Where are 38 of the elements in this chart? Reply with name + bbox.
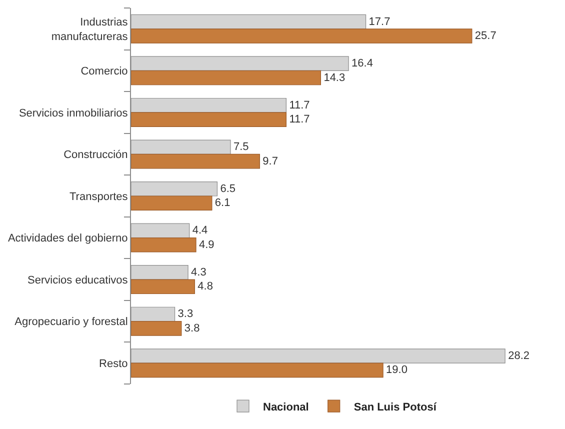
bar	[131, 154, 260, 169]
y-tick-label: Comercio	[80, 66, 128, 78]
data-label: 6.5	[220, 182, 236, 195]
legend-label: San Luis Potosí	[354, 401, 438, 414]
bar	[131, 112, 286, 127]
data-label: 11.7	[289, 99, 310, 112]
data-label: 28.2	[508, 350, 530, 362]
data-label: 3.3	[178, 308, 194, 320]
data-label: 6.1	[214, 197, 230, 210]
bar	[131, 237, 196, 252]
y-tick-label: Actividades del gobierno	[8, 232, 128, 245]
data-label: 11.7	[289, 114, 310, 126]
data-label: 3.8	[184, 322, 200, 334]
y-tick-label: Industrias manufactureras	[51, 16, 128, 43]
y-tick-label: Servicios educativos	[28, 274, 128, 286]
y-tick-label: Resto	[99, 358, 128, 370]
bar	[131, 279, 195, 294]
data-label: 17.7	[368, 16, 390, 28]
y-tick-label: Agropecuario y forestal	[14, 316, 128, 328]
bar	[131, 196, 212, 210]
y-tick-label: Servicios inmobiliarios	[18, 107, 128, 120]
y-tick-label: Construcción	[64, 149, 128, 162]
data-label: 14.3	[324, 72, 346, 84]
data-label: 4.9	[199, 238, 214, 251]
data-label: 7.5	[233, 141, 249, 154]
data-label: 4.8	[198, 280, 213, 293]
y-tick-label: Transportes	[70, 190, 128, 203]
data-label: 4.4	[192, 224, 208, 237]
bar	[131, 28, 472, 44]
data-label: 9.7	[262, 155, 278, 168]
data-label: 25.7	[474, 30, 496, 42]
bar	[131, 70, 321, 86]
data-label: 4.3	[191, 266, 206, 278]
bar	[131, 362, 384, 378]
legend-label: Nacional	[263, 401, 309, 414]
data-label: 19.0	[386, 364, 408, 376]
data-label: 16.4	[352, 58, 373, 70]
bar	[131, 321, 182, 336]
